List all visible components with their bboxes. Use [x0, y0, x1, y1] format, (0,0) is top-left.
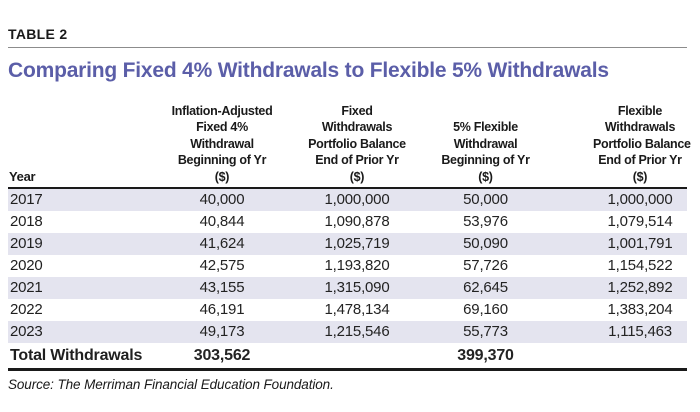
column-header-fixed-withdrawal: Inflation-Adjusted Fixed 4% Withdrawal B…: [148, 85, 296, 189]
year-cell: 2019: [10, 235, 43, 252]
flex-balance-cell: 1,115,463: [608, 323, 672, 340]
flex-balance-cell: 1,383,204: [607, 301, 673, 318]
flex-balance-cell: 1,079,514: [607, 213, 673, 230]
table-body: 2017 40,000 1,000,000 50,000 1,000,000 2…: [8, 188, 687, 371]
flex-withdrawal-cell: 62,645: [463, 279, 508, 296]
table-row: 2021 43,155 1,315,090 62,645 1,252,892: [8, 277, 687, 299]
table-label: TABLE 2: [8, 26, 68, 42]
year-cell: 2020: [10, 257, 43, 274]
total-label: Total Withdrawals: [8, 343, 148, 371]
withdrawals-table: Year Inflation-Adjusted Fixed 4% Withdra…: [8, 85, 691, 371]
flex-withdrawal-cell: 50,090: [463, 235, 508, 252]
year-cell: 2017: [10, 191, 43, 208]
fixed-balance-cell: 1,025,719: [324, 235, 390, 252]
flex-withdrawal-cell: 50,000: [463, 191, 508, 208]
fixed-balance-cell: 1,215,546: [324, 323, 390, 340]
fixed-withdrawal-cell: 41,624: [199, 235, 245, 252]
flex-balance-cell: 1,000,000: [607, 191, 673, 208]
fixed-balance-cell: 1,000,000: [324, 191, 390, 208]
column-header-year: Year: [8, 85, 148, 189]
table-header: Year Inflation-Adjusted Fixed 4% Withdra…: [8, 85, 691, 189]
table-row: 2022 46,191 1,478,134 69,160 1,383,204: [8, 299, 687, 321]
total-row: Total Withdrawals 303,562 399,370: [8, 343, 687, 371]
empty-cell: [296, 343, 418, 371]
fixed-withdrawal-cell: 46,191: [199, 301, 245, 318]
flex-withdrawal-cell: 55,773: [463, 323, 508, 340]
column-header-flex-balance: Flexible Withdrawals Portfolio Balance E…: [553, 85, 691, 189]
source-note: Source: The Merriman Financial Education…: [8, 377, 334, 392]
flex-withdrawal-cell: 57,726: [463, 257, 508, 274]
empty-cell: [553, 343, 687, 371]
column-header-fixed-balance: Fixed Withdrawals Portfolio Balance End …: [296, 85, 418, 189]
fixed-withdrawal-cell: 42,575: [199, 257, 245, 274]
header-row: Year Inflation-Adjusted Fixed 4% Withdra…: [8, 85, 691, 189]
year-cell: 2018: [10, 213, 43, 230]
flex-balance-cell: 1,154,522: [607, 257, 673, 274]
fixed-balance-cell: 1,315,090: [324, 279, 390, 296]
fixed-balance-cell: 1,193,820: [324, 257, 390, 274]
fixed-balance-cell: 1,090,878: [324, 213, 390, 230]
year-cell: 2023: [10, 323, 43, 340]
column-header-flex-withdrawal: 5% Flexible Withdrawal Beginning of Yr (…: [418, 85, 553, 189]
table-row: 2023 49,173 1,215,546 55,773 1,115,463: [8, 321, 687, 343]
fixed-balance-cell: 1,478,134: [324, 301, 390, 318]
fixed-withdrawal-total: 303,562: [148, 343, 296, 371]
table-row: 2018 40,844 1,090,878 53,976 1,079,514: [8, 211, 687, 233]
fixed-withdrawal-cell: 40,000: [199, 191, 245, 208]
flex-balance-cell: 1,001,791: [607, 235, 673, 252]
flex-balance-cell: 1,252,892: [607, 279, 673, 296]
flex-withdrawal-total: 399,370: [418, 343, 553, 371]
year-cell: 2022: [10, 301, 43, 318]
fixed-withdrawal-cell: 40,844: [199, 213, 245, 230]
table-title: Comparing Fixed 4% Withdrawals to Flexib…: [8, 59, 609, 82]
fixed-withdrawal-cell: 49,173: [199, 323, 245, 340]
fixed-withdrawal-cell: 43,155: [199, 279, 245, 296]
label-rule: [8, 47, 687, 48]
flex-withdrawal-cell: 69,160: [463, 301, 508, 318]
table-row: 2020 42,575 1,193,820 57,726 1,154,522: [8, 255, 687, 277]
table-row: 2017 40,000 1,000,000 50,000 1,000,000: [8, 188, 687, 211]
year-cell: 2021: [10, 279, 43, 296]
table-row: 2019 41,624 1,025,719 50,090 1,001,791: [8, 233, 687, 255]
flex-withdrawal-cell: 53,976: [463, 213, 508, 230]
